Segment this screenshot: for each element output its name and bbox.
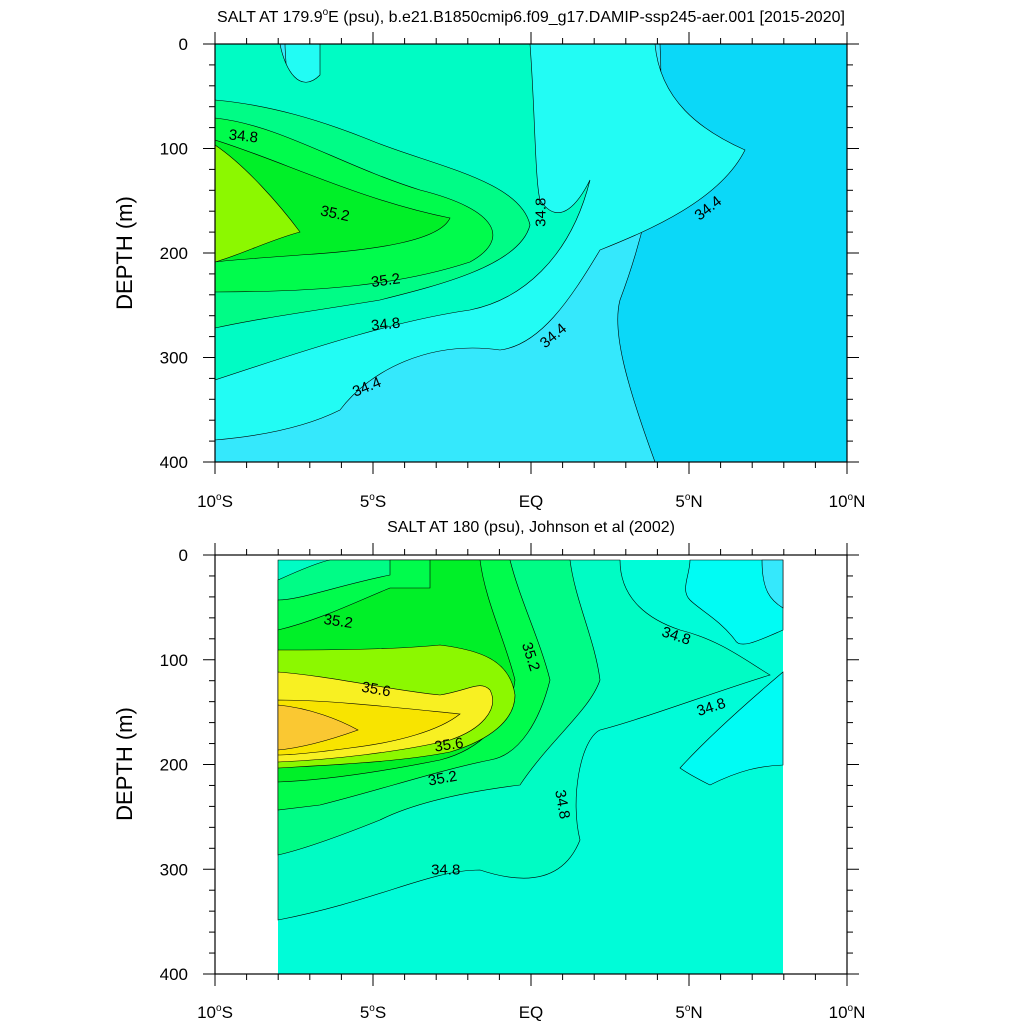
- contour-label-text: 35.6: [433, 735, 464, 756]
- x-tick-label: 5oN: [675, 492, 702, 511]
- contour-fill-top: [215, 44, 847, 462]
- contour-label: 35.2: [319, 202, 351, 225]
- contour-label-text: 34.8: [228, 126, 259, 146]
- y-tick-label: 0: [179, 546, 188, 565]
- x-tick-label: 10oN: [829, 1003, 866, 1022]
- contour-label: 34.8: [551, 789, 573, 821]
- x-tick-label: 5oS: [360, 1003, 386, 1022]
- y-tick-label: 200: [160, 244, 188, 263]
- y-tick-label: 100: [160, 651, 188, 670]
- x-tick-label: EQ: [519, 1003, 544, 1022]
- x-tick-labels-top: 10oS 5oS EQ 5oN 10oN: [197, 492, 865, 511]
- contour-label-text: 34.8: [551, 789, 573, 821]
- contour-label: 34.8: [228, 126, 259, 146]
- y-tick-label: 400: [160, 453, 188, 472]
- y-tick-labels-bottom: 0 100 200 300 400: [160, 546, 188, 984]
- x-tick-label: 5oN: [675, 1003, 702, 1022]
- contour-label: 35.2: [427, 768, 459, 790]
- contour-label: 35.6: [360, 679, 392, 701]
- contour-label: 35.2: [323, 611, 354, 632]
- x-tick-label: 10oS: [197, 1003, 233, 1022]
- x-tick-labels-bottom: 10oS 5oS EQ 5oN 10oN: [197, 1003, 865, 1022]
- contour-label-text: 34.8: [431, 861, 460, 878]
- contour-label-text: 35.2: [323, 611, 354, 632]
- y-tick-labels-top: 0 100 200 300 400: [160, 35, 188, 472]
- chart-bottom-title: SALT AT 180 (psu), Johnson et al (2002): [387, 519, 675, 536]
- contour-label-text: 34.8: [532, 198, 549, 227]
- contour-label-text: 35.6: [360, 679, 392, 701]
- chart-bottom-ylabel: DEPTH (m): [112, 707, 137, 821]
- axis-ticks-top: [203, 32, 859, 474]
- y-tick-label: 300: [160, 349, 188, 368]
- contour-label-text: 34.8: [370, 315, 401, 335]
- x-tick-label: EQ: [519, 492, 544, 511]
- contour-label: 35.6: [433, 735, 464, 756]
- contour-label: 34.8: [532, 198, 549, 227]
- axis-ticks-bottom: [203, 543, 859, 986]
- x-tick-label: 10oN: [829, 492, 866, 511]
- chart-bottom: SALT AT 180 (psu), Johnson et al (2002) …: [112, 519, 865, 1022]
- y-tick-label: 0: [179, 35, 188, 54]
- contour-band-34.6-east: [685, 559, 784, 645]
- contour-label: 34.8: [370, 315, 401, 335]
- contour-band-35.4: [215, 144, 301, 263]
- y-tick-label: 300: [160, 860, 188, 879]
- y-tick-label: 400: [160, 965, 188, 984]
- contour-band-35.8: [277, 704, 359, 751]
- x-tick-label: 10oS: [197, 492, 233, 511]
- contour-fill-bottom: [277, 559, 784, 974]
- contour-label-text: 35.2: [319, 202, 351, 225]
- chart-top-ylabel: DEPTH (m): [112, 196, 137, 310]
- y-tick-label: 200: [160, 756, 188, 775]
- contour-label-text: 35.2: [370, 270, 401, 291]
- contour-band-34.6-east-deep: [679, 671, 784, 786]
- chart-top-title: SALT AT 179.9oE (psu), b.e21.B1850cmip6.…: [217, 7, 845, 26]
- contour-band-34.6-east-top: [761, 559, 784, 609]
- contour-label: 35.2: [370, 270, 401, 291]
- y-tick-label: 100: [160, 140, 188, 159]
- contour-label-text: 35.2: [427, 768, 459, 790]
- chart-top: SALT AT 179.9oE (psu), b.e21.B1850cmip6.…: [112, 7, 865, 511]
- contour-label: 34.8: [431, 861, 460, 878]
- x-tick-label: 5oS: [360, 492, 386, 511]
